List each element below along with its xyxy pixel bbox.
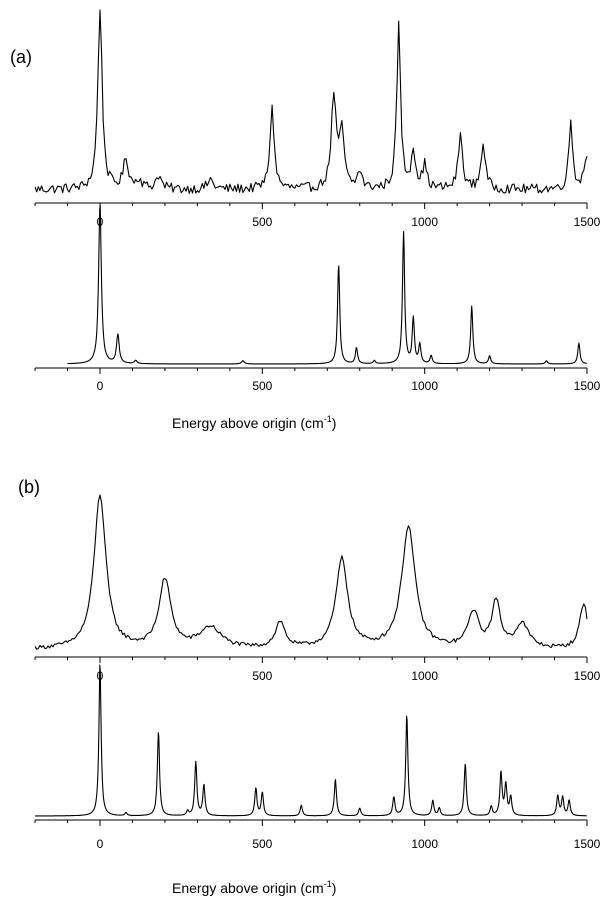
x-tick-label: 1000: [411, 379, 438, 393]
x-tick-label: 1500: [574, 837, 601, 851]
x-tick-label: 0: [97, 837, 104, 851]
x-tick-label: 500: [252, 837, 272, 851]
panel-label: (b): [18, 477, 40, 497]
simulated-spectrum-line: [35, 664, 587, 817]
x-tick-label: 500: [252, 379, 272, 393]
experimental-spectrum-line: [34, 494, 588, 650]
experimental-spectrum-line: [34, 9, 588, 194]
panel-label: (a): [10, 47, 32, 67]
x-tick-label: 1000: [411, 669, 438, 683]
x-tick-label: 1000: [411, 837, 438, 851]
x-tick-label: 1500: [574, 215, 601, 229]
x-tick-label: 1500: [574, 669, 601, 683]
x-axis-title: Energy above origin (cm-1): [172, 414, 336, 431]
x-tick-label: 500: [252, 669, 272, 683]
x-tick-label: 0: [97, 379, 104, 393]
simulated-spectrum-line: [67, 204, 587, 365]
x-tick-label: 1000: [411, 215, 438, 229]
x-axis-title: Energy above origin (cm-1): [172, 879, 336, 896]
x-tick-label: 500: [252, 215, 272, 229]
x-tick-label: 1500: [574, 379, 601, 393]
